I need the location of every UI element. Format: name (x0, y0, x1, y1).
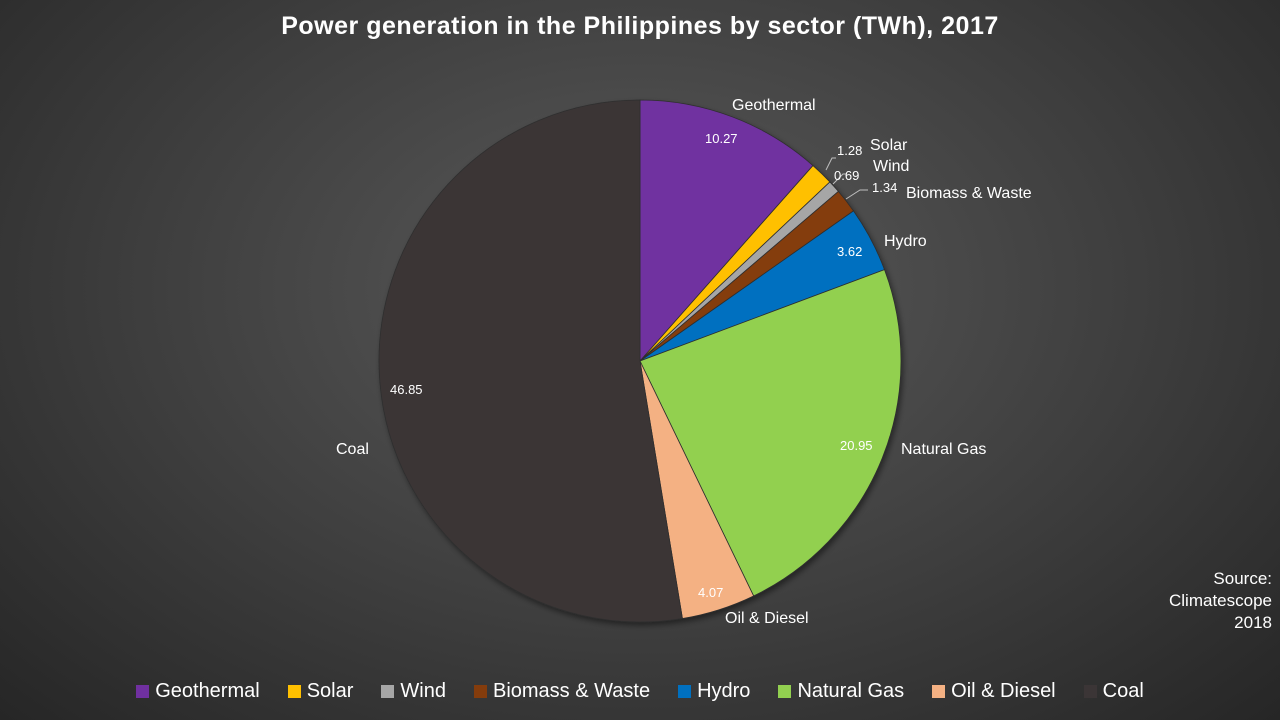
source-line-1: Source: (1213, 569, 1272, 588)
source-note: Source: Climatescope 2018 (1169, 568, 1272, 634)
value-label-hydro: 3.62 (837, 244, 862, 259)
category-label-biomass-waste: Biomass & Waste (906, 185, 1032, 202)
leader-line-solar (825, 157, 836, 171)
category-label-oil-diesel: Oil & Diesel (725, 610, 809, 627)
legend-swatch-wind (381, 685, 395, 698)
value-label-solar: 1.28 (837, 143, 862, 158)
category-label-solar: Solar (870, 137, 908, 154)
value-label-natural-gas: 20.95 (840, 438, 873, 453)
leader-line-biomass-waste (845, 189, 868, 200)
source-line-3: 2018 (1234, 613, 1272, 632)
legend-item-solar: Solar (287, 680, 354, 703)
value-label-oil-diesel: 4.07 (698, 585, 723, 600)
value-label-wind: 0.69 (834, 168, 859, 183)
legend-swatch-solar (287, 685, 301, 698)
category-label-hydro: Hydro (884, 233, 927, 250)
legend-label-hydro: Hydro (697, 680, 751, 702)
legend-swatch-geothermal (136, 685, 150, 698)
legend-label-geothermal: Geothermal (155, 680, 260, 702)
legend-label-biomass-waste: Biomass & Waste (492, 680, 651, 702)
source-line-2: Climatescope (1169, 591, 1272, 610)
category-label-natural-gas: Natural Gas (901, 441, 986, 458)
legend-item-geothermal: Geothermal (136, 680, 260, 703)
legend-label-coal: Coal (1102, 680, 1144, 702)
category-label-geothermal: Geothermal (732, 97, 816, 114)
leader-line-wind (832, 173, 847, 185)
legend-item-biomass-waste: Biomass & Waste (473, 680, 651, 703)
value-label-biomass-waste: 1.34 (872, 180, 897, 195)
legend-swatch-oil-diesel (932, 685, 946, 698)
legend-swatch-coal (1083, 685, 1097, 698)
legend-item-coal: Coal (1083, 680, 1144, 703)
legend-item-oil-diesel: Oil & Diesel (932, 680, 1056, 703)
legend-swatch-biomass-waste (473, 685, 487, 698)
legend-item-wind: Wind (381, 680, 446, 703)
legend-label-solar: Solar (306, 680, 354, 702)
legend-item-natural-gas: Natural Gas (778, 680, 904, 703)
category-label-wind: Wind (873, 158, 909, 175)
category-label-coal: Coal (336, 441, 369, 458)
legend: Geothermal Solar Wind Biomass & Waste Hydro N… (0, 680, 1280, 703)
legend-label-wind: Wind (400, 680, 446, 702)
legend-swatch-natural-gas (778, 685, 792, 698)
pie-slice-geothermal (639, 99, 814, 363)
pie-slice-natural-gas (639, 269, 902, 597)
pie-slice-coal (378, 99, 683, 623)
legend-item-hydro: Hydro (678, 680, 750, 703)
legend-swatch-hydro (678, 685, 692, 698)
value-label-geothermal: 10.27 (705, 131, 738, 146)
legend-label-natural-gas: Natural Gas (797, 680, 905, 702)
legend-label-oil-diesel: Oil & Diesel (951, 680, 1056, 702)
value-label-coal: 46.85 (390, 382, 423, 397)
chart-title: Power generation in the Philippines by s… (281, 12, 999, 40)
